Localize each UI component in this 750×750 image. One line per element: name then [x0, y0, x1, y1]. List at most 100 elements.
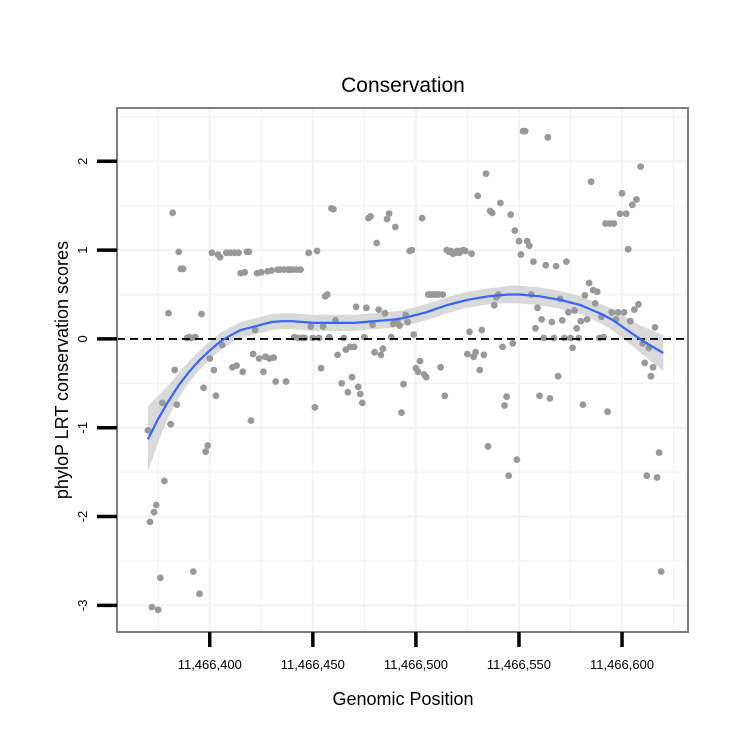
- data-point: [383, 215, 391, 223]
- data-point: [567, 334, 574, 342]
- data-point: [563, 258, 570, 265]
- data-point: [478, 326, 486, 334]
- data-point: [497, 199, 504, 207]
- data-point: [152, 501, 160, 509]
- data-point: [338, 379, 346, 387]
- data-point: [569, 344, 576, 352]
- data-point: [379, 345, 387, 353]
- data-point: [385, 210, 393, 218]
- data-point: [476, 366, 484, 374]
- data-point: [340, 334, 348, 342]
- data-point: [593, 288, 601, 296]
- data-point: [247, 417, 255, 424]
- data-point: [585, 279, 593, 287]
- y-tick-label: -2: [75, 511, 90, 523]
- data-point: [573, 324, 581, 332]
- data-point: [418, 214, 426, 222]
- data-point: [218, 341, 226, 349]
- data-point: [319, 323, 327, 330]
- scatter-points: [144, 127, 665, 614]
- smooth-line-layer: [146, 293, 664, 440]
- data-point: [344, 388, 352, 396]
- data-point: [348, 373, 356, 381]
- data-point: [422, 373, 430, 381]
- y-axis: -3 -2 -1 0 1 2: [75, 158, 117, 611]
- data-point: [604, 408, 611, 416]
- data-point: [439, 291, 447, 298]
- data-point: [241, 268, 249, 276]
- data-point: [202, 448, 210, 456]
- data-point: [311, 403, 319, 411]
- y-tick-label: 2: [75, 158, 90, 165]
- data-point: [235, 249, 243, 257]
- data-point: [637, 163, 644, 171]
- data-point: [581, 292, 589, 299]
- data-point: [515, 237, 523, 245]
- data-point: [272, 378, 280, 385]
- data-point: [233, 362, 241, 369]
- data-point: [521, 127, 529, 135]
- data-point: [352, 303, 360, 311]
- data-point: [622, 210, 630, 218]
- data-point: [542, 261, 550, 269]
- data-point: [189, 568, 197, 575]
- data-point: [513, 456, 521, 464]
- data-point: [208, 249, 216, 257]
- data-point: [375, 306, 383, 313]
- x-tick-label: 11,466,400: [178, 657, 242, 672]
- data-point: [350, 343, 358, 351]
- data-point: [464, 350, 471, 358]
- data-point: [552, 262, 560, 270]
- data-point: [466, 328, 473, 336]
- chart-title: Conservation: [341, 74, 465, 97]
- data-point: [179, 265, 187, 273]
- data-point: [156, 574, 164, 582]
- data-point: [369, 321, 376, 329]
- data-point: [534, 304, 541, 312]
- data-point: [532, 324, 539, 332]
- data-point: [408, 246, 416, 254]
- grid: [117, 108, 688, 632]
- data-point: [167, 420, 175, 428]
- data-point: [437, 363, 444, 371]
- data-point: [356, 390, 364, 398]
- data-point: [643, 472, 651, 480]
- data-point: [482, 170, 490, 178]
- data-point: [484, 443, 492, 450]
- data-point: [410, 331, 418, 338]
- data-point: [558, 316, 566, 324]
- data-point: [641, 359, 649, 367]
- data-point: [490, 301, 498, 309]
- data-point: [400, 380, 407, 388]
- data-point: [206, 355, 214, 362]
- x-tick-label: 11,466,500: [384, 657, 448, 672]
- data-point: [373, 239, 381, 247]
- data-point: [577, 317, 585, 325]
- data-point: [148, 603, 156, 611]
- data-point: [377, 351, 385, 359]
- data-point: [499, 343, 506, 351]
- y-tick-label: -1: [75, 422, 90, 434]
- data-point: [198, 310, 205, 318]
- data-point: [165, 309, 172, 317]
- data-point: [649, 363, 657, 371]
- data-point: [363, 304, 370, 312]
- data-point: [204, 442, 212, 449]
- x-axis: 11,466,400 11,466,450 11,466,500 11,466,550…: [178, 632, 654, 672]
- data-point: [511, 227, 519, 235]
- data-point: [239, 368, 247, 376]
- smooth-line: [146, 293, 664, 440]
- data-point: [579, 401, 587, 408]
- data-point: [173, 401, 181, 408]
- x-axis-label: Genomic Position: [332, 689, 473, 709]
- data-point: [608, 308, 616, 316]
- data-point: [587, 178, 595, 186]
- data-point: [583, 316, 591, 323]
- data-point: [653, 474, 661, 481]
- y-tick-label: -3: [75, 600, 90, 612]
- data-point: [161, 477, 168, 485]
- data-point: [260, 368, 267, 376]
- data-point: [330, 205, 337, 213]
- data-point: [317, 364, 325, 372]
